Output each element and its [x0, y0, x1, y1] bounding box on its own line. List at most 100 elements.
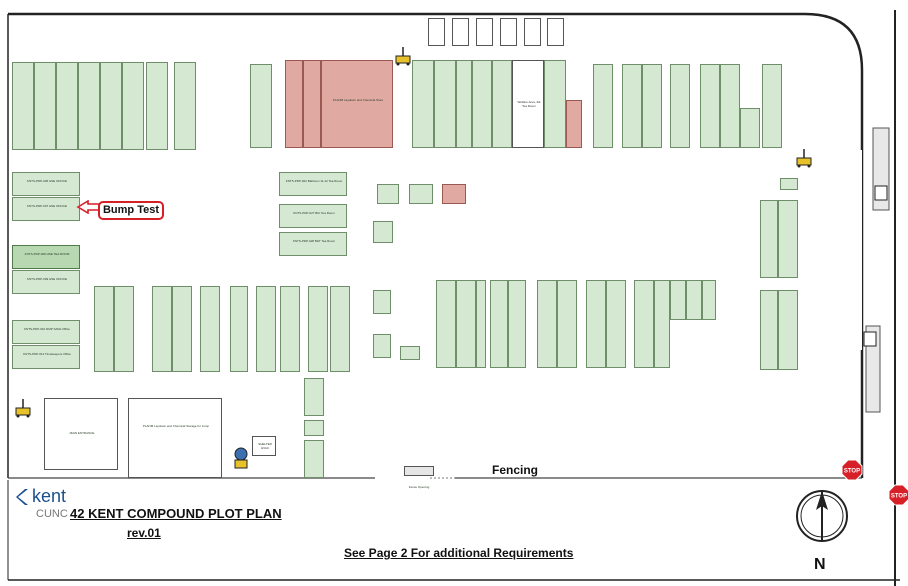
cabin-tr-6: [720, 64, 740, 148]
stop-sign-icon: STOP: [888, 484, 908, 506]
hse-office-c: KNTS-PDP-009 HSE OFFICE: [12, 270, 80, 294]
small-unit-red: [442, 184, 466, 204]
meeting-room-label: KNTS-PDP-022 Ballroom 11-12 Tea Room: [285, 180, 343, 183]
small-unit-6: [400, 346, 420, 360]
top-unit-5: [524, 18, 541, 46]
cabin-mc-9: [606, 280, 626, 368]
cabin-tl-8: [174, 62, 196, 150]
gate-unit-3: [304, 440, 324, 478]
crane-icon: [15, 399, 31, 418]
cabin-tm-4: [456, 60, 472, 148]
hse-office-c-label: KNTS-PDP-009 HSE OFFICE: [26, 278, 67, 281]
cabin-mb-4: [172, 286, 192, 372]
top-unit-1: [428, 18, 445, 46]
laydown-top-label: PLANM Laydown and Chemical Store: [332, 99, 384, 102]
cabin-mc-10: [634, 280, 654, 368]
shelter-label: SHELTER HVAC: [258, 443, 272, 450]
north-label: N: [814, 556, 826, 573]
cabin-mc-12: [670, 280, 686, 320]
cabin-tr-3: [642, 64, 662, 148]
cabin-mc-6: [537, 280, 557, 368]
small-unit-2: [409, 184, 433, 204]
top-unit-3: [476, 18, 493, 46]
fencing-label: Fencing: [492, 463, 539, 477]
cabin-mb-1: [94, 286, 114, 372]
cabin-r-small: [780, 178, 798, 190]
timekeepers-office: KNTS-PDP-012 Timekeepers Office: [12, 345, 80, 369]
cabin-tl-7: [146, 62, 168, 150]
cabin-r-1: [760, 200, 778, 278]
cabin-r-4: [778, 290, 798, 370]
small-unit-1: [377, 184, 399, 204]
gate-unit-1: [304, 378, 324, 416]
tea-room-b-label: KNTS-PDP-028 B&T Tea Room: [292, 240, 336, 243]
gate-unit-2: [304, 420, 324, 436]
cabin-mc-5: [508, 280, 526, 368]
small-unit-4: [373, 290, 391, 314]
cabin-mb-5: [200, 286, 220, 372]
cabin-tl-6: [122, 62, 144, 150]
cabin-mc-7: [557, 280, 577, 368]
cabin-tm-7: [544, 60, 566, 148]
fence-opening-box: [404, 466, 434, 476]
top-unit-2: [452, 18, 469, 46]
timekeepers-label: KNTS-PDP-012 Timekeepers Office: [23, 353, 71, 356]
page-title: 42 KENT COMPOUND PLOT PLAN: [70, 506, 282, 521]
hse-office-a: KNTS-PDP-006 HSE OFFICE: [12, 172, 80, 196]
dmp-office: KNTS-PDP-010 DMP SAFE Office: [12, 320, 80, 344]
cabin-tm-2: [412, 60, 434, 148]
cabin-mc-14: [702, 280, 716, 320]
hse-tea-room: KNTS-PDP-008 HSE TEA ROOM: [12, 245, 80, 269]
welfare-area: Welfare Area, Zik Tea Room: [512, 60, 544, 148]
hse-office-a-label: KNTS-PDP-006 HSE OFFICE: [26, 180, 67, 183]
stop-sign-icon: STOP: [841, 459, 863, 481]
cabin-r-3: [760, 290, 778, 370]
laydown-top: PLANM Laydown and Chemical Store: [321, 60, 393, 148]
shelter-hvac: SHELTER HVAC: [252, 436, 276, 456]
crane-icon: [234, 447, 248, 469]
laydown-strip-2: [303, 60, 321, 148]
cabin-tm-5: [472, 60, 492, 148]
cabin-mb-7: [256, 286, 276, 372]
cabin-r-2: [778, 200, 798, 278]
small-unit-3: [373, 221, 393, 243]
svg-text:STOP: STOP: [844, 469, 860, 475]
small-unit-5: [373, 334, 391, 358]
laydown-strip-1: [285, 60, 303, 148]
main-entrance: MAIN ENTRANCE: [44, 398, 118, 470]
callout-arrow-icon: [76, 200, 100, 214]
cabin-mc-11: [654, 280, 670, 368]
tea-room-b: KNTS-PDP-028 B&T Tea Room: [279, 232, 347, 256]
crane-icon: [796, 149, 812, 168]
tea-room-a-label: KNTS-PDP-027 BIC Tea Room: [293, 212, 335, 215]
cabin-mc-2: [456, 280, 476, 368]
welfare-label: Welfare Area, Zik Tea Room: [517, 101, 541, 108]
hse-tea-room-label: KNTS-PDP-008 HSE TEA ROOM: [24, 253, 70, 256]
cabin-tm-red: [566, 100, 582, 148]
cabin-tl-2: [34, 62, 56, 150]
crane-icon: [395, 47, 411, 66]
cabin-mb-8: [280, 286, 300, 372]
fence-opening-label: Fence Opening: [408, 486, 430, 489]
logo-text: kent: [32, 486, 67, 506]
tea-room-a: KNTS-PDP-027 BIC Tea Room: [279, 204, 347, 228]
kent-logo: kent: [16, 486, 86, 508]
cabin-mb-3: [152, 286, 172, 372]
hse-office-b: KNTS-PDP-007 HSE OFFICE: [12, 197, 80, 221]
cabin-tr-5: [700, 64, 720, 148]
cabin-tl-1: [12, 62, 34, 150]
cabin-mc-4: [490, 280, 508, 368]
cabin-mb-2: [114, 286, 134, 372]
main-entrance-label: MAIN ENTRANCE: [69, 432, 95, 435]
laydown-storage-label: PLANM Laydown and Chemical Storage for J…: [142, 425, 210, 428]
cabin-mc-3: [476, 280, 486, 368]
bump-test-callout[interactable]: Bump Test: [98, 201, 164, 220]
cabin-mb-6: [230, 286, 248, 372]
north-arrow-icon: [796, 490, 848, 542]
svg-text:STOP: STOP: [891, 494, 907, 500]
cabin-tr-4: [670, 64, 690, 148]
cabin-tl-4: [78, 62, 100, 150]
cabin-tl-5: [100, 62, 122, 150]
cabin-tr-2: [622, 64, 642, 148]
cabin-tr-7: [740, 108, 760, 148]
